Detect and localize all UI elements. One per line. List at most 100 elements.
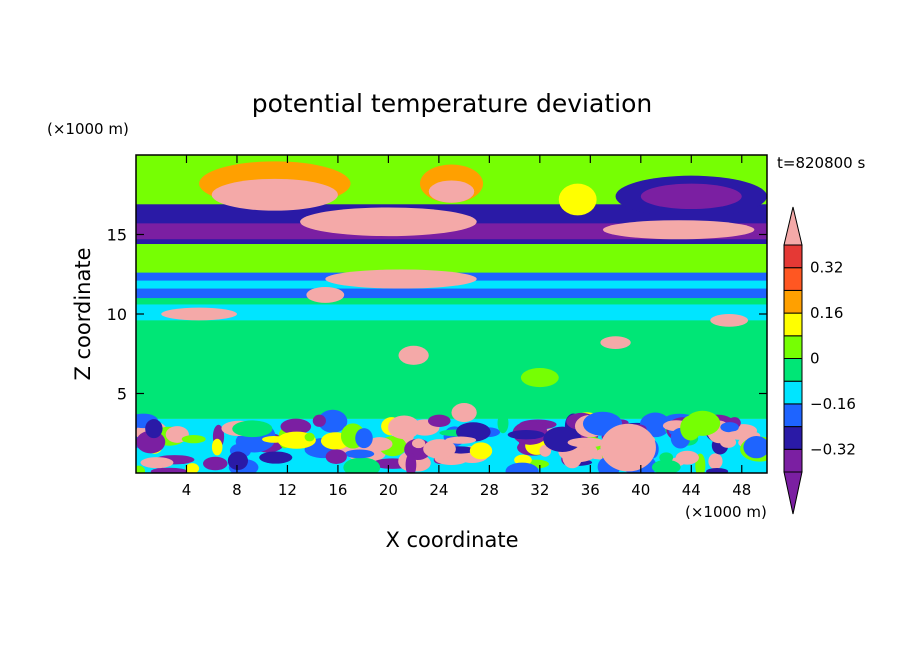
turbulence-blob: [150, 467, 188, 473]
turbulence-blob: [497, 412, 509, 434]
anomaly-peak-2: [300, 207, 477, 237]
chart-title: potential temperature deviation: [252, 89, 652, 118]
turbulence-blob: [145, 419, 163, 439]
anomaly-peak-7: [325, 269, 477, 289]
turbulence-blob: [708, 453, 723, 470]
turbulence-blob: [312, 414, 326, 427]
turbulence-blob: [344, 449, 375, 459]
turbulence-blob: [366, 437, 393, 451]
turbulence-blob: [318, 409, 348, 433]
anomaly-peak-11: [451, 403, 477, 423]
x-tick-label: 8: [232, 481, 242, 499]
colorbar-box: [783, 312, 803, 337]
x-tick-label: 48: [732, 481, 751, 499]
colorbar: −0.32 −0.16 0 0.16 0.32: [783, 206, 856, 515]
turbulence-blob: [211, 438, 223, 456]
turbulence-blob: [680, 415, 702, 441]
colorbar-box: [783, 426, 803, 450]
field-band-cyan: [136, 304, 767, 321]
turbulence-blob: [280, 418, 312, 435]
colorbar-label: 0.16: [810, 304, 843, 322]
turbulence-blob: [181, 435, 206, 444]
x-axis: 4 8 12 16 20 24 28 32 36 40 44 48: [182, 155, 751, 499]
turbulence-blob: [232, 420, 273, 438]
x-tick-label: 40: [631, 481, 650, 499]
turbulence-blob: [185, 463, 200, 473]
turbulence-blob: [720, 422, 739, 433]
turbulence-blob: [659, 452, 674, 463]
colorbar-box: [783, 267, 803, 291]
anomaly-peak-3: [428, 180, 475, 203]
colorbar-box: [783, 335, 803, 359]
turbulence-blob: [505, 462, 539, 473]
turbulence-blob: [405, 452, 417, 473]
y-unit-label: (×1000 m): [47, 120, 129, 138]
field-plot-area: [136, 155, 767, 473]
y-tick-label: 15: [107, 226, 127, 245]
anomaly-peak-1: [211, 178, 338, 211]
turbulence-blob: [227, 451, 249, 471]
x-tick-label: 20: [379, 481, 398, 499]
turbulence-blob: [445, 436, 477, 444]
turbulence-blob: [567, 437, 605, 448]
turbulence-blob: [262, 435, 286, 443]
x-tick-label: 28: [480, 481, 499, 499]
x-tick-label: 44: [682, 481, 701, 499]
anomaly-cold-2: [640, 183, 742, 210]
x-axis-label: X coordinate: [385, 528, 518, 552]
anomaly-peak-8: [398, 345, 429, 365]
colorbar-box: [783, 358, 803, 382]
turbulence-blob: [706, 467, 729, 473]
anomaly-peak-10: [710, 314, 749, 327]
turbulence-blob: [539, 444, 552, 457]
x-tick-label: 12: [278, 481, 297, 499]
colorbar-label: −0.16: [810, 395, 856, 413]
x-tick-label: 16: [328, 481, 347, 499]
turbulence-blob: [140, 457, 174, 469]
turbulence-blob: [411, 438, 426, 449]
colorbar-box: [783, 448, 803, 473]
colorbar-box: [783, 244, 803, 269]
colorbar-label: 0: [810, 350, 820, 368]
turbulence-blob: [259, 451, 293, 464]
turbulence-blob: [388, 415, 421, 440]
turbulence-blob: [304, 432, 315, 442]
turbulence-blob: [514, 454, 532, 466]
turbulence-blob: [651, 459, 681, 473]
colorbar-extend-max: [783, 206, 803, 246]
y-tick-label: 10: [107, 305, 127, 324]
colorbar-box: [783, 380, 803, 405]
anomaly-yellow-1: [558, 183, 597, 216]
y-tick-label: 5: [117, 385, 127, 404]
colorbar-label: −0.32: [810, 440, 856, 458]
time-label: t=820800 s: [777, 154, 865, 172]
colorbar-extend-min: [783, 471, 803, 515]
turbulence-blob: [469, 442, 493, 460]
x-tick-label: 24: [429, 481, 448, 499]
anomaly-peak-6: [161, 307, 237, 321]
turbulence-blob: [423, 439, 456, 459]
x-tick-label: 32: [530, 481, 549, 499]
anomaly-peak-9: [600, 336, 631, 349]
anomaly-green-1: [520, 368, 559, 388]
turbulence-blob: [325, 449, 347, 464]
turbulence-blob: [355, 428, 373, 449]
x-tick-label: 36: [581, 481, 600, 499]
turbulence-blob: [720, 436, 737, 448]
turbulence-blob: [343, 457, 381, 473]
turbulence-blob: [507, 429, 545, 440]
anomaly-peak-bl: [600, 423, 656, 472]
field-band-upper-positive: [136, 244, 767, 273]
turbulence-blob: [136, 465, 146, 473]
colorbar-label: 0.32: [810, 259, 843, 277]
colorbar-box: [783, 403, 803, 428]
colorbar-box: [783, 289, 803, 314]
turbulence-blob: [743, 436, 767, 459]
anomaly-peak-4: [602, 220, 755, 240]
y-axis: 5 10 15: [107, 226, 767, 404]
anomaly-peak-5: [306, 286, 345, 303]
x-unit-label: (×1000 m): [685, 503, 767, 521]
x-tick-label: 4: [182, 481, 192, 499]
turbulence-blob: [203, 456, 228, 471]
